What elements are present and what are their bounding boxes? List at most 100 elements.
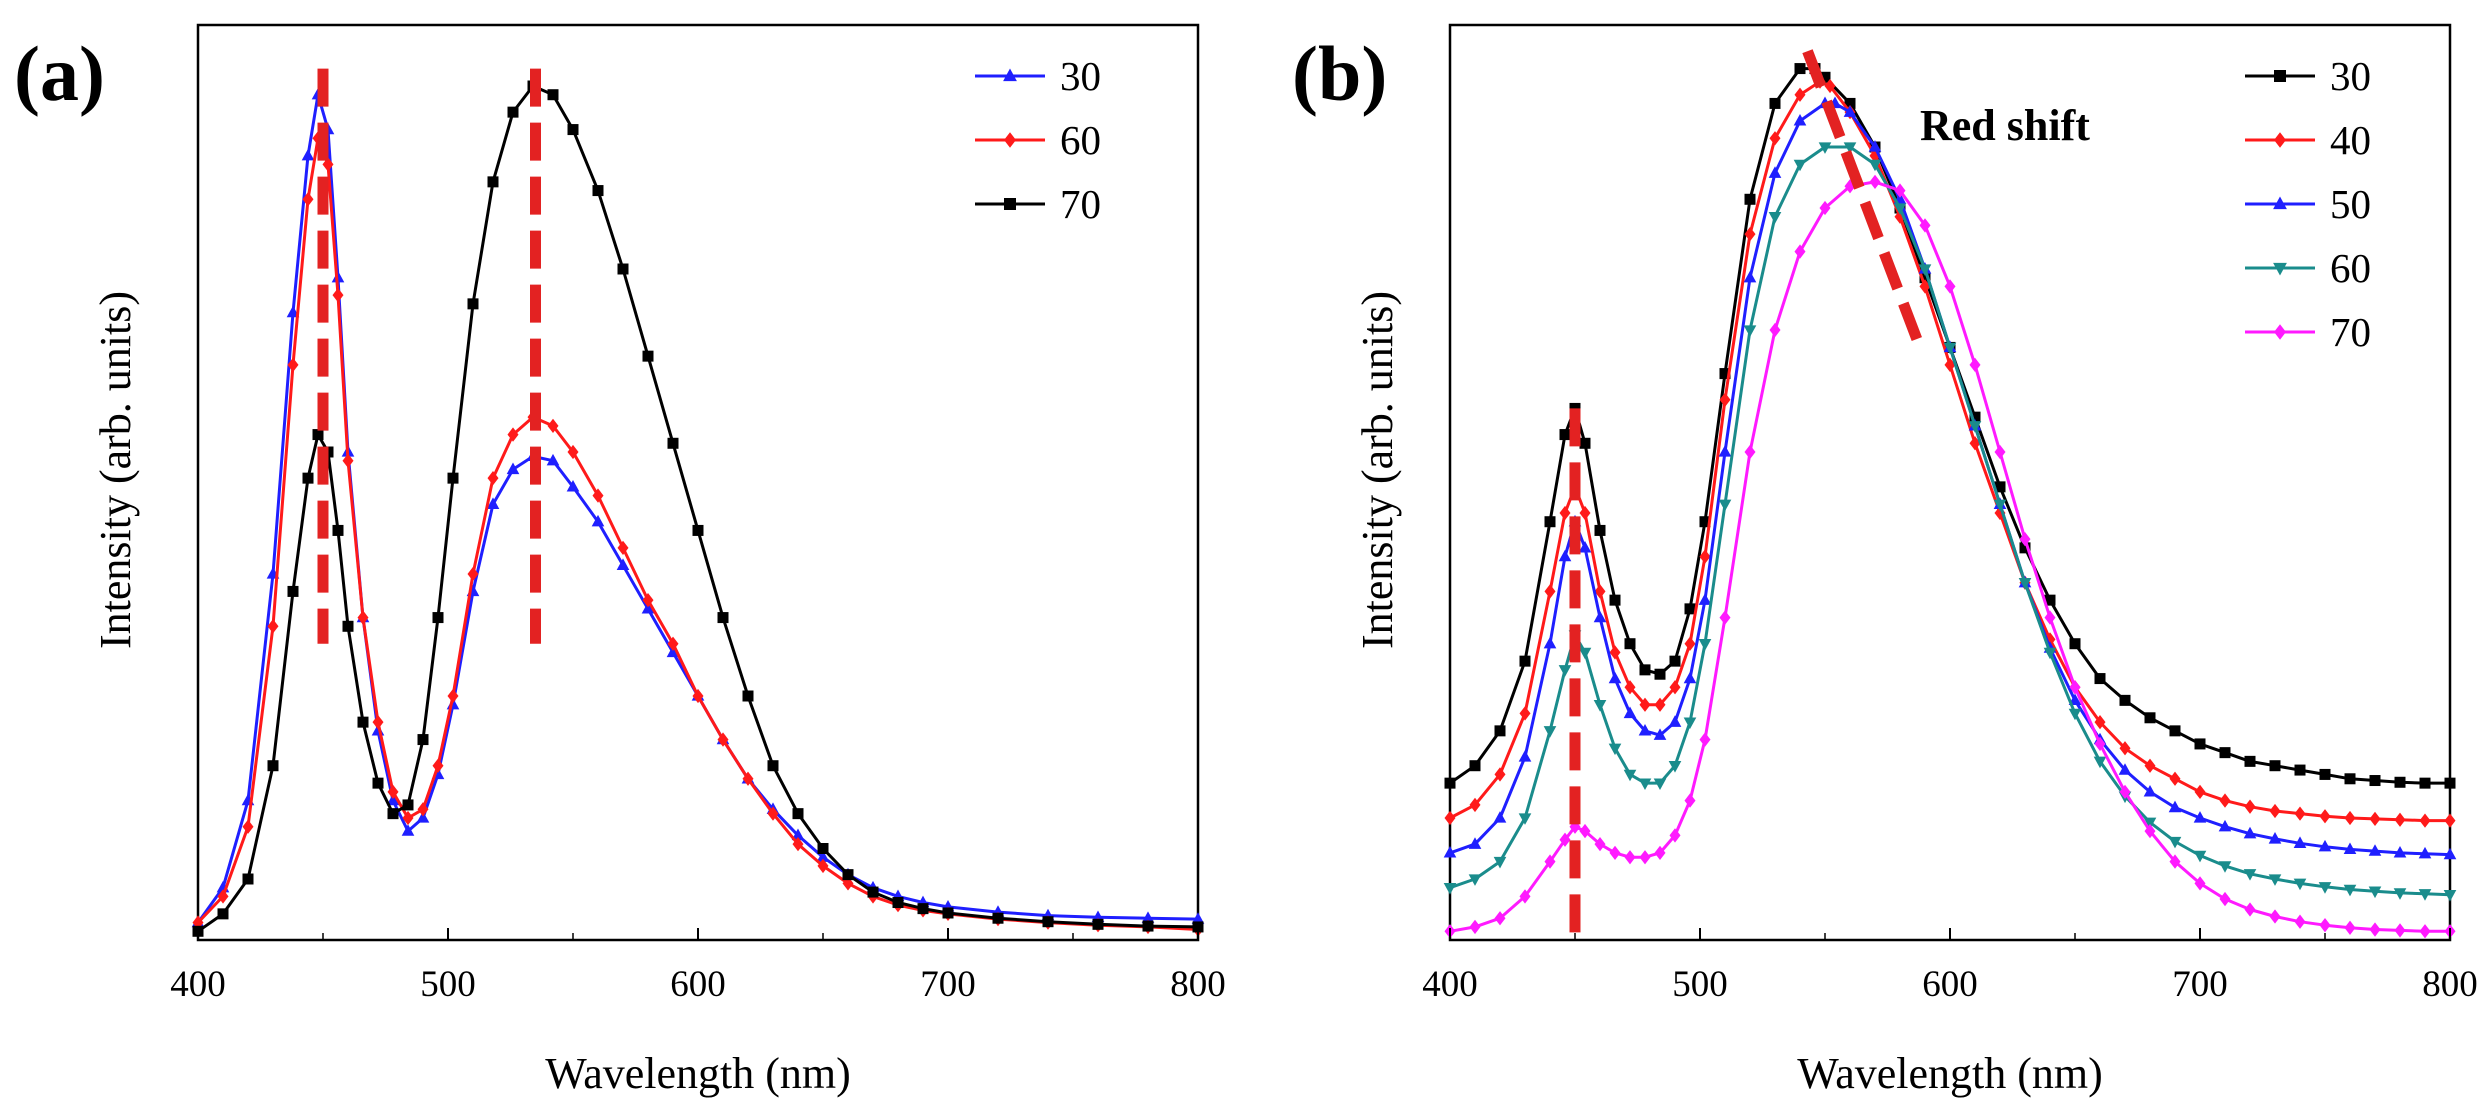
data-point xyxy=(2444,813,2456,828)
data-point xyxy=(1919,279,1931,294)
panel-b-legend: 30 40 50 60 70 xyxy=(2245,53,2371,355)
data-point xyxy=(487,176,499,188)
data-point xyxy=(417,802,429,817)
data-point xyxy=(1639,697,1651,712)
data-point xyxy=(1718,499,1732,512)
data-point xyxy=(447,688,459,704)
data-point xyxy=(1843,105,1857,117)
data-point xyxy=(2369,922,2381,937)
data-point xyxy=(667,636,679,651)
data-point xyxy=(2019,542,2031,554)
data-point xyxy=(2344,773,2356,785)
data-point xyxy=(2243,869,2257,881)
data-point xyxy=(1544,584,1556,599)
data-point xyxy=(372,777,384,789)
data-point xyxy=(791,828,805,841)
panel-a-legend: 30 60 70 xyxy=(975,53,1101,227)
legend-label: 30 xyxy=(1060,53,1101,99)
data-point xyxy=(2143,817,2157,830)
data-point xyxy=(332,524,344,536)
data-point xyxy=(2343,842,2357,855)
data-point xyxy=(1494,911,1506,926)
data-point xyxy=(1443,883,1457,895)
panel-a-label: (a) xyxy=(14,30,105,117)
data-point xyxy=(2294,914,2306,929)
data-point xyxy=(1699,516,1711,528)
data-point xyxy=(817,843,829,854)
data-point xyxy=(1669,680,1681,695)
data-point xyxy=(417,734,429,746)
data-point xyxy=(1744,444,1756,460)
legend-item-70: 70 xyxy=(975,181,1101,227)
data-point xyxy=(267,760,279,772)
data-point xyxy=(2094,736,2106,752)
data-point xyxy=(2193,850,2207,863)
data-point xyxy=(1794,244,1806,259)
data-point xyxy=(2268,832,2282,844)
data-point xyxy=(1559,429,1571,441)
data-point xyxy=(1469,797,1481,813)
data-point xyxy=(1669,828,1681,843)
data-point xyxy=(1794,63,1806,75)
data-point xyxy=(617,540,629,556)
data-point xyxy=(1994,444,2006,460)
data-point xyxy=(1494,725,1506,737)
data-point xyxy=(2218,819,2232,832)
series-30 xyxy=(191,87,1205,928)
data-point xyxy=(301,148,315,161)
data-point xyxy=(2394,776,2406,788)
data-point xyxy=(1518,750,1532,762)
data-point xyxy=(432,758,444,773)
series-line-70 xyxy=(197,84,1199,933)
series-line-60 xyxy=(1449,145,2451,897)
data-point xyxy=(1969,357,1981,373)
data-point xyxy=(2118,763,2132,775)
data-point xyxy=(942,907,954,919)
data-point xyxy=(617,263,629,275)
data-point xyxy=(2068,708,2082,721)
legend-swatch-marker xyxy=(2274,324,2286,340)
panel-b-red-shift-label: Red shift xyxy=(1920,101,2090,150)
data-point xyxy=(1042,916,1054,928)
data-point xyxy=(1468,837,1482,849)
data-point xyxy=(1893,203,1907,215)
data-point xyxy=(1944,357,1956,373)
legend-label: 50 xyxy=(2330,181,2371,227)
data-point xyxy=(1819,71,1831,83)
data-point xyxy=(2443,847,2457,860)
legend-label: 60 xyxy=(2330,245,2371,291)
panel-a-series-group xyxy=(191,80,1205,937)
data-point xyxy=(401,824,415,836)
data-point xyxy=(1654,845,1666,861)
data-point xyxy=(322,157,334,172)
data-point xyxy=(1744,226,1756,242)
legend-label: 40 xyxy=(2330,117,2371,163)
data-point xyxy=(1668,715,1682,727)
data-point xyxy=(447,472,459,484)
data-point xyxy=(1868,140,1882,152)
data-point xyxy=(2319,809,2331,824)
data-point xyxy=(1684,793,1696,808)
data-point xyxy=(1493,856,1507,869)
legend-swatch-marker xyxy=(2274,132,2286,148)
series-line-50 xyxy=(1449,101,2451,857)
data-point xyxy=(1654,697,1666,712)
data-point xyxy=(2343,884,2357,897)
data-point xyxy=(1684,636,1696,651)
data-point xyxy=(1639,850,1651,865)
data-point xyxy=(1594,584,1606,599)
data-point xyxy=(1594,836,1606,852)
data-point xyxy=(2419,777,2431,789)
series-50 xyxy=(1443,96,2457,860)
data-point xyxy=(1623,769,1637,782)
data-point xyxy=(1593,700,1607,712)
data-point xyxy=(1608,671,1622,684)
data-point xyxy=(692,524,704,536)
data-point xyxy=(2193,811,2207,823)
data-point xyxy=(1793,159,1807,172)
data-point xyxy=(1819,200,1831,216)
data-point xyxy=(616,558,630,570)
data-point xyxy=(2243,826,2257,839)
data-point xyxy=(432,612,444,624)
data-point xyxy=(1559,832,1571,847)
